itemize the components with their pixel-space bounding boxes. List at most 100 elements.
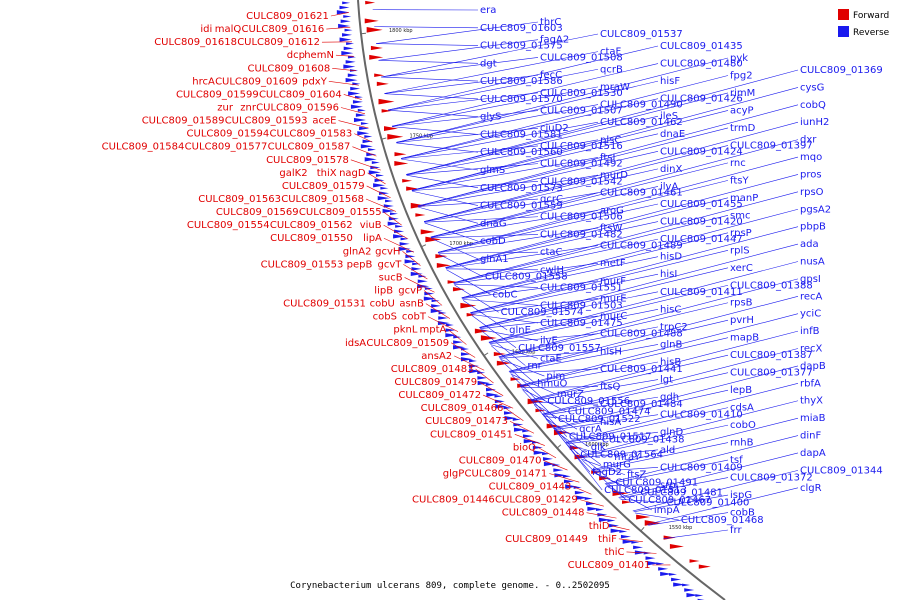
reverse-feature-glyph: [364, 157, 377, 162]
reverse-leader-line: [461, 208, 799, 299]
reverse-leader-line: [453, 262, 599, 284]
reverse-feature-glyph: [362, 139, 373, 144]
reverse-feature-glyph: [445, 328, 456, 332]
reverse-leader-line: [582, 460, 627, 501]
reverse-gene-label: CULC809_01570: [480, 94, 563, 105]
reverse-feature-glyph: [609, 523, 620, 528]
reverse-gene-label: ctaE: [540, 353, 562, 364]
forward-gene-label: thiX: [317, 168, 337, 179]
reverse-leader-line: [384, 93, 479, 100]
forward-gene-label: CULC809_01609: [215, 76, 298, 87]
reverse-gene-label: murF: [600, 276, 626, 287]
forward-leader-line: [573, 486, 592, 495]
reverse-gene-label: CULC809_01481: [640, 487, 723, 498]
reverse-leader-line: [488, 284, 729, 343]
reverse-leader-line: [663, 529, 729, 539]
reverse-feature-glyph: [532, 445, 543, 450]
reverse-feature-glyph: [647, 561, 660, 566]
reverse-leader-line: [381, 76, 479, 82]
reverse-leader-line: [511, 375, 557, 420]
reverse-leader-line: [445, 221, 659, 269]
reverse-leader-line: [445, 197, 729, 268]
forward-leader-line: [403, 264, 428, 280]
reverse-leader-line: [411, 87, 799, 192]
reverse-gene-label: infB: [800, 326, 820, 337]
forward-feature-glyph: [452, 287, 465, 292]
forward-label-leaders: [321, 12, 671, 566]
reverse-leader-line: [438, 251, 539, 254]
reverse-feature-glyph: [395, 224, 404, 228]
reverse-leader-line: [461, 232, 729, 299]
reverse-gene-label: CULC809_01438: [602, 434, 685, 445]
reverse-gene-label: dnaG: [480, 218, 507, 229]
forward-gene-label: ansA2: [421, 351, 452, 362]
forward-feature-glyph: [415, 213, 426, 217]
reverse-leader-line: [401, 75, 729, 160]
reverse-feature-glyph: [394, 229, 405, 234]
reverse-leader-line: [520, 386, 599, 388]
reverse-leader-line: [488, 261, 799, 343]
reverse-gene-label: rplS: [730, 245, 750, 256]
reverse-leader-line: [479, 291, 659, 329]
reverse-leader-line: [633, 494, 729, 513]
forward-leader-line: [514, 434, 545, 446]
reverse-leader-line: [565, 383, 799, 443]
reverse-gene-label: ada: [800, 239, 819, 250]
reverse-gene-label: iunH2: [800, 117, 829, 128]
reverse-leader-line: [446, 269, 491, 295]
reverse-leader-line: [411, 181, 539, 191]
reverse-gene-label: CULC809_01474: [568, 406, 651, 417]
forward-gene-label: thiF: [598, 534, 617, 545]
reverse-gene-label: CULC809_01426: [660, 94, 743, 105]
reverse-gene-label: ftsZ: [627, 470, 646, 481]
reverse-leader-line: [542, 396, 659, 416]
reverse-gene-label: CULC809_01556: [547, 396, 630, 407]
reverse-gene-label: rbfA: [800, 378, 821, 389]
reverse-leader-line: [648, 512, 729, 526]
reverse-leader-line: [430, 186, 659, 238]
reverse-feature-glyph: [357, 131, 370, 136]
reverse-feature-glyph: [598, 517, 611, 522]
forward-gene-label: CULC809_01466: [421, 403, 504, 414]
forward-leader-line: [404, 277, 435, 293]
forward-feature-glyph: [591, 470, 602, 474]
reverse-leader-line: [384, 51, 599, 94]
reverse-leader-line: [396, 142, 479, 153]
forward-leader-line: [586, 512, 617, 519]
forward-leader-line: [367, 172, 386, 185]
forward-leader-line: [326, 26, 351, 30]
reverse-leader-line: [406, 115, 659, 175]
reverse-feature-glyph: [342, 1, 351, 5]
forward-leader-line: [549, 473, 580, 483]
reverse-gene-label: CULC809_01516: [540, 141, 623, 152]
forward-gene-label: CULC809_01568: [281, 194, 364, 205]
reverse-leader-line: [381, 57, 539, 78]
reverse-leader-line: [521, 388, 566, 412]
reverse-feature-glyph: [343, 46, 354, 51]
reverse-leader-line: [378, 60, 479, 64]
forward-leader-line: [402, 251, 421, 266]
reverse-gene-label: CULC809_01344: [800, 465, 883, 476]
forward-leader-line: [338, 120, 369, 129]
reverse-leader-line: [396, 57, 729, 144]
forward-leader-line: [611, 525, 630, 531]
reverse-gene-label: CULC809_01558: [485, 272, 568, 283]
forward-gene-label: CULC809_01479: [394, 377, 477, 388]
forward-leader-line: [579, 499, 604, 507]
reverse-feature-glyph: [357, 108, 366, 112]
reverse-gene-label: dapB: [800, 361, 826, 372]
reverse-leader-line: [542, 372, 729, 415]
reverse-feature-glyph: [552, 463, 561, 467]
forward-leader-line: [425, 303, 451, 319]
forward-feature-glyph: [381, 109, 392, 113]
forward-leader-line: [537, 447, 557, 459]
reverse-feature-glyph: [542, 452, 551, 456]
forward-gene-label: gcvH: [375, 246, 400, 257]
reverse-leader-line: [519, 313, 799, 386]
reverse-gene-label: CULC809_01492: [540, 159, 623, 170]
reverse-feature-glyph: [445, 323, 454, 327]
reverse-gene-label: rpsP: [730, 228, 752, 239]
reverse-gene-label: yciC: [800, 309, 821, 320]
